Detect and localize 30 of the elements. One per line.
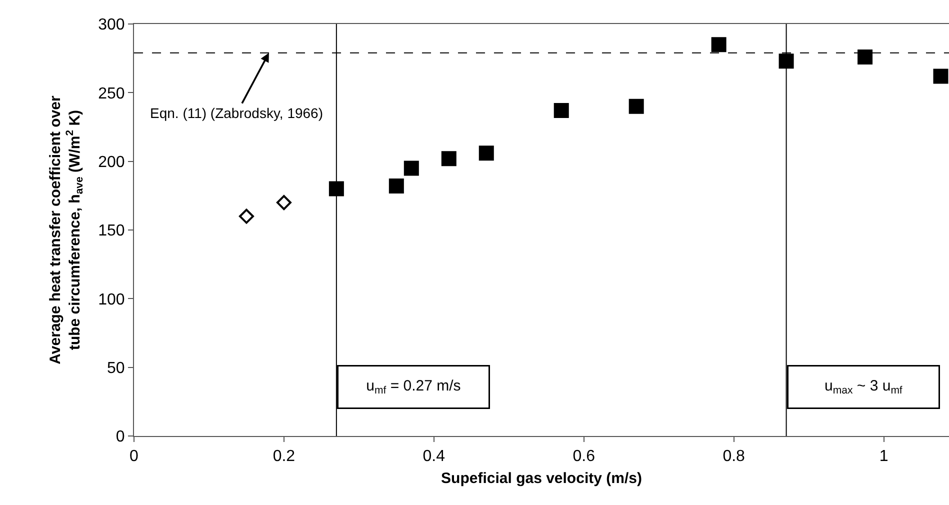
point: [858, 49, 873, 64]
y-tick-label: 100: [98, 291, 125, 308]
y-tick-label: 150: [98, 222, 125, 240]
y-tick-label: 250: [98, 85, 125, 102]
point: [628, 98, 644, 114]
point: [778, 54, 794, 69]
point: [328, 181, 344, 196]
point: [441, 151, 456, 166]
point: [554, 103, 569, 118]
ref-line-label: u$_{mf}$ = 0.27 m/s: [366, 378, 461, 397]
annotation: Eqn. (11) (Zabrodsky, 1966): [150, 105, 324, 121]
x-tick-label: 0.8: [722, 448, 746, 466]
y-tick-label: 300: [98, 16, 125, 34]
x-tick-label: 0.6: [572, 448, 596, 466]
y-tick-label: 200: [98, 154, 125, 171]
x-tick-label: 1: [879, 448, 888, 466]
x-tick-label: 0.2: [272, 448, 296, 466]
x-tick-label: 0: [130, 448, 139, 466]
point: [404, 160, 419, 176]
point: [933, 68, 948, 84]
point: [388, 178, 404, 194]
x-axis-title: Supeficial gas velocity (m/s): [441, 470, 642, 488]
point: [711, 37, 726, 52]
y-tick-label: 0: [116, 428, 125, 446]
point: [238, 208, 254, 224]
x-tick-label: 0.4: [422, 448, 446, 466]
point: [276, 195, 292, 210]
ref-line-label: u$_{max}$ ~ 3 u$_{mf}$: [824, 378, 902, 397]
y-tick-label: 50: [107, 360, 125, 377]
point: [478, 146, 494, 161]
